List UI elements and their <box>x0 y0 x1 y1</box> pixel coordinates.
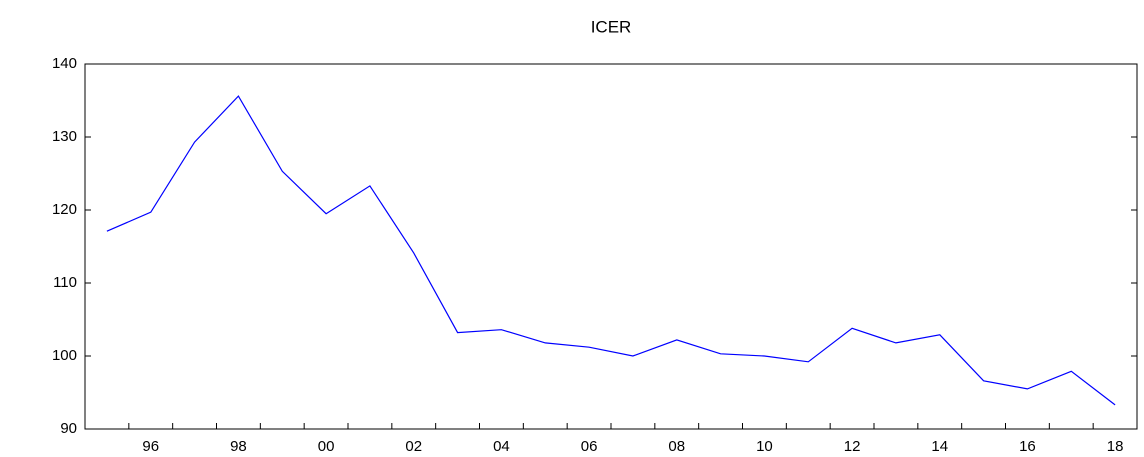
x-tick-label: 12 <box>844 438 861 455</box>
chart-title: ICER <box>591 17 632 36</box>
line-series <box>106 95 1116 406</box>
x-tick-label: 02 <box>405 438 422 455</box>
x-tick-label: 06 <box>581 438 598 455</box>
x-tick-label: 14 <box>931 438 948 455</box>
x-tick-label: 96 <box>142 438 159 455</box>
x-tick-label: 04 <box>493 438 510 455</box>
y-tick-label: 130 <box>52 128 77 145</box>
plot-frame <box>84 63 1138 430</box>
x-tick-label: 08 <box>668 438 685 455</box>
y-tick-label: 110 <box>53 274 77 291</box>
y-tick-label: 100 <box>52 347 77 364</box>
x-tick-label: 00 <box>318 438 335 455</box>
y-tick-label: 90 <box>60 420 77 437</box>
x-tick-label: 16 <box>1019 438 1036 455</box>
x-tick-label: 98 <box>230 438 247 455</box>
y-tick-label: 120 <box>52 201 77 218</box>
x-tick-label: 18 <box>1107 438 1124 455</box>
y-tick-label: 140 <box>52 55 77 72</box>
x-tick-label: 10 <box>756 438 773 455</box>
